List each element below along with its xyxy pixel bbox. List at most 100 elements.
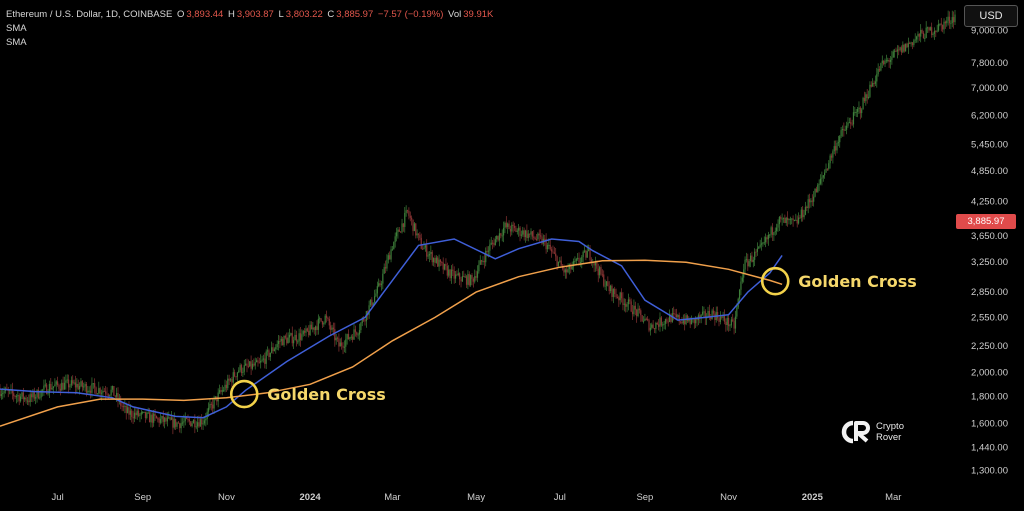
candle-body xyxy=(556,256,558,267)
candle-body xyxy=(478,264,480,272)
candle-body xyxy=(175,418,177,427)
candle-body xyxy=(889,59,892,62)
candle-body xyxy=(232,372,234,383)
candle-body xyxy=(114,395,116,397)
candle-body xyxy=(213,398,215,409)
candle-body xyxy=(304,330,306,333)
candle-body xyxy=(434,258,436,263)
candle-body xyxy=(884,60,886,65)
candle-body xyxy=(564,269,566,273)
candle-body xyxy=(504,222,506,229)
candle-body xyxy=(330,325,332,330)
high-label: H xyxy=(227,9,235,20)
candle-body xyxy=(111,386,114,390)
candle-body xyxy=(92,383,94,385)
candle-body xyxy=(312,327,314,330)
candle-body xyxy=(391,249,394,251)
candle-body xyxy=(464,276,466,278)
candle-body xyxy=(368,305,370,315)
golden-cross-marker-1 xyxy=(229,379,259,409)
x-axis: Jul Sep Nov 2024 Mar May Jul Sep Nov 2025 Mar xyxy=(52,492,902,503)
candle-body xyxy=(379,283,381,286)
candle-body xyxy=(48,383,50,394)
candle-body xyxy=(124,405,126,407)
x-tick-label: Mar xyxy=(885,492,901,503)
candle-body xyxy=(321,321,324,325)
candle-body xyxy=(127,407,129,413)
candle-body xyxy=(474,276,476,282)
candle-body xyxy=(157,418,159,420)
candle-body xyxy=(65,380,67,383)
candle-body xyxy=(718,318,720,322)
candle-body xyxy=(733,320,735,329)
candle-body xyxy=(607,281,609,287)
candle-body xyxy=(273,349,276,352)
y-tick-label: 3,650.00 xyxy=(971,231,1008,242)
candle-body xyxy=(201,419,203,425)
candle-body xyxy=(22,392,24,400)
candle-body xyxy=(645,318,647,320)
candle-body xyxy=(150,414,152,423)
candle-body xyxy=(334,329,336,341)
candle-body xyxy=(302,330,304,335)
candle-body xyxy=(481,260,483,262)
candle-body xyxy=(32,391,34,398)
candle-body xyxy=(195,426,197,428)
candle-body xyxy=(324,315,326,323)
candle-body xyxy=(214,396,217,399)
candle-body xyxy=(493,242,495,246)
candle-body xyxy=(453,270,455,279)
candle-body xyxy=(496,235,498,240)
y-tick-label: 5,450.00 xyxy=(971,140,1008,151)
candle-body xyxy=(266,350,269,352)
candle-body xyxy=(599,267,601,276)
candle-body xyxy=(77,383,79,390)
candle-body xyxy=(61,382,63,391)
candle-body xyxy=(770,227,772,235)
candle-body xyxy=(644,318,646,321)
candle-body xyxy=(102,390,104,393)
candle-body xyxy=(68,379,70,388)
candle-body xyxy=(164,417,166,422)
candle-body xyxy=(810,200,812,203)
candle-body xyxy=(443,263,446,270)
candle-body xyxy=(95,387,97,395)
x-tick-label: Sep xyxy=(636,492,653,503)
candle-body xyxy=(533,236,535,238)
candle-body xyxy=(623,303,625,305)
candle-body xyxy=(194,419,196,428)
candle-body xyxy=(647,319,649,321)
x-tick-label: Jul xyxy=(554,492,566,503)
candle-body xyxy=(96,393,99,395)
candle-body xyxy=(667,321,669,323)
candle-body xyxy=(265,351,267,364)
candle-body xyxy=(907,43,909,48)
candle-body xyxy=(363,318,365,321)
candle-body xyxy=(910,42,912,44)
sma-indicator-1[interactable]: SMA xyxy=(6,23,27,34)
candle-body xyxy=(490,242,492,245)
sma-indicator-2[interactable]: SMA xyxy=(6,37,27,48)
candle-body xyxy=(268,350,270,358)
candle-body xyxy=(173,418,175,428)
candle-body xyxy=(902,44,904,53)
candle-body xyxy=(261,359,263,361)
candle-body xyxy=(862,97,864,110)
candle-body xyxy=(861,109,863,114)
candle-body xyxy=(505,222,507,227)
candle-body xyxy=(529,233,531,235)
candle-body xyxy=(730,319,732,326)
candle-body xyxy=(541,236,543,244)
candle-body xyxy=(585,250,587,258)
candle-body xyxy=(895,50,897,52)
candle-body xyxy=(634,305,636,310)
candle-body xyxy=(489,244,491,251)
candle-body xyxy=(710,317,712,320)
candle-body xyxy=(519,227,521,236)
currency-button[interactable]: USD xyxy=(964,5,1018,27)
candle-body xyxy=(479,260,481,265)
candle-body xyxy=(461,276,464,282)
candle-body xyxy=(856,108,859,112)
candle-body xyxy=(653,328,656,330)
